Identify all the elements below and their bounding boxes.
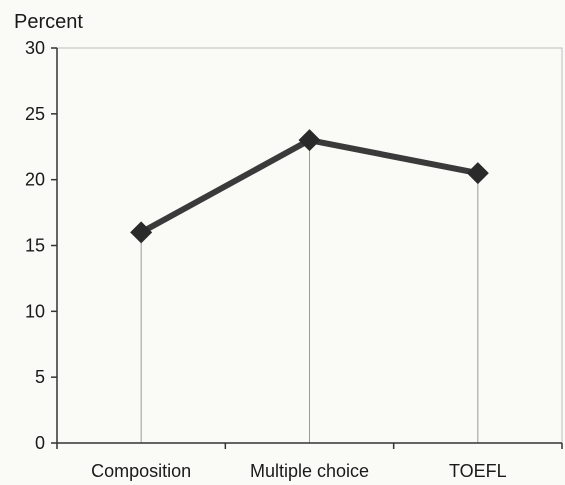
data-point-marker [298, 129, 321, 152]
y-axis: 0 5 10 15 20 25 30 [25, 38, 58, 453]
x-tick-label: Multiple choice [250, 461, 369, 481]
drop-lines [140, 140, 479, 443]
x-tick-label: Composition [91, 461, 191, 481]
y-tick-label: 10 [25, 301, 45, 321]
y-tick-label: 0 [35, 433, 45, 453]
x-axis: Composition Multiple choice TOEFL [56, 442, 563, 481]
y-tick-label: 20 [25, 170, 45, 190]
y-tick-label: 15 [25, 236, 45, 256]
y-axis-label: Percent [14, 11, 83, 33]
y-tick-label: 25 [25, 104, 45, 124]
y-tick-label: 30 [25, 38, 45, 58]
data-point-marker [466, 162, 489, 185]
y-tick-label: 5 [35, 367, 45, 387]
x-tick-label: TOEFL [449, 461, 507, 481]
data-point-marker [130, 221, 153, 244]
series-layer [130, 129, 489, 244]
